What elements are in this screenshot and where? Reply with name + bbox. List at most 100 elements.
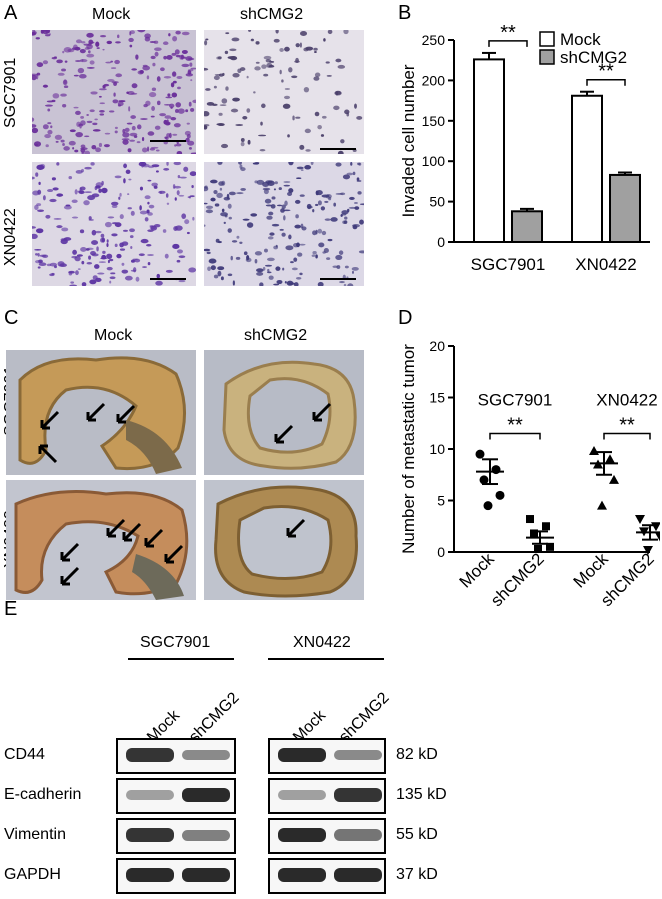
cell-line-underline — [128, 658, 234, 660]
y-tick-label: 250 — [422, 32, 446, 48]
data-point — [651, 522, 660, 532]
micrograph-cells — [204, 30, 363, 154]
scale-bar — [320, 278, 356, 280]
data-point — [530, 529, 538, 538]
legend-swatch — [539, 49, 555, 65]
blot-band — [126, 789, 174, 801]
molecular-weight-label: 55 kD — [396, 826, 438, 843]
panel-label-b: B — [398, 2, 412, 24]
arrow-icon — [38, 402, 136, 464]
micrograph-cells — [32, 30, 196, 154]
significance-bracket — [586, 78, 626, 86]
blot-strip — [268, 858, 386, 894]
blot-band — [126, 748, 174, 762]
blot-band — [278, 868, 326, 882]
x-tick-label: SGC7901 — [471, 255, 546, 274]
legend-label: Mock — [560, 30, 601, 49]
scale-bar — [150, 278, 186, 280]
data-point — [526, 515, 534, 524]
y-tick-label: 50 — [429, 194, 445, 210]
panel-a-row-xn0422: XN0422 — [2, 208, 19, 266]
data-point — [479, 475, 489, 485]
photo-xn0422-mock — [6, 480, 196, 600]
scale-bar — [320, 148, 356, 150]
y-tick-label: 5 — [437, 493, 445, 509]
blot-band — [182, 829, 230, 841]
significance-marker: ** — [619, 415, 635, 437]
significance-marker: ** — [500, 22, 516, 44]
y-axis-label: Invaded cell number — [399, 64, 418, 217]
panel-label-e: E — [4, 598, 18, 620]
data-point — [597, 500, 607, 510]
bar-xn0422-mock — [571, 94, 603, 243]
blot-band — [182, 868, 230, 882]
arrow-icon — [274, 402, 332, 444]
micrograph-sgc7901-shcmg2 — [204, 30, 364, 154]
blot-band — [334, 829, 382, 841]
protein-label: CD44 — [4, 746, 45, 763]
micrograph-sgc7901-mock — [32, 30, 196, 154]
molecular-weight-label: 37 kD — [396, 866, 438, 883]
y-axis-label: Number of metastatic tumor — [399, 344, 418, 554]
blot-band — [278, 789, 326, 801]
arrow-icon — [286, 518, 306, 538]
protein-label: Vimentin — [4, 826, 66, 843]
blot-band — [126, 828, 174, 842]
micrograph-xn0422-mock — [32, 162, 196, 286]
y-tick-label: 0 — [437, 544, 445, 560]
panel-c-col-mock: Mock — [94, 327, 133, 344]
data-point — [491, 465, 501, 475]
blot-strip — [268, 778, 386, 814]
protein-label: E-cadherin — [4, 786, 82, 803]
panel-label-a: A — [4, 2, 18, 24]
group-set-label: XN0422 — [596, 391, 657, 410]
cell-line-underline — [268, 658, 384, 660]
blot-band — [278, 828, 326, 842]
blot-band — [278, 748, 326, 762]
molecular-weight-label: 135 kD — [396, 786, 447, 803]
photo-sgc7901-mock — [6, 350, 196, 475]
micrograph-cells — [32, 162, 196, 286]
micrograph-cells — [204, 162, 364, 286]
panel-c-col-shcmg2: shCMG2 — [244, 327, 308, 344]
significance-marker: ** — [598, 61, 614, 83]
data-point — [589, 446, 599, 456]
arrow-icon — [60, 518, 184, 586]
x-tick-label: Mock — [570, 549, 613, 592]
data-point — [605, 454, 615, 464]
legend-label: shCMG2 — [560, 48, 627, 67]
blot-strip — [116, 818, 236, 854]
x-tick-label: shCMG2 — [487, 549, 548, 610]
data-point — [643, 545, 653, 555]
data-point — [609, 474, 619, 484]
blot-band — [334, 749, 382, 761]
scale-bar — [150, 140, 186, 142]
y-tick-label: 200 — [422, 72, 446, 88]
blot-strip — [268, 818, 386, 854]
panel-b-bar-chart: Invaded cell number 0 50 100 150 200 250 ** SGC7… — [399, 22, 650, 274]
panel-a-col-mock: Mock — [92, 6, 131, 23]
data-point — [475, 449, 485, 459]
data-point — [542, 522, 550, 531]
data-point — [495, 490, 505, 500]
y-tick-label: 20 — [429, 338, 445, 354]
data-point — [534, 544, 542, 553]
group-set-label: SGC7901 — [478, 391, 553, 410]
y-tick-label: 0 — [437, 234, 445, 250]
legend-swatch — [539, 31, 555, 47]
cell-line-label-sgc7901: SGC7901 — [140, 634, 211, 651]
x-tick-label: XN0422 — [575, 255, 636, 274]
blot-band — [334, 788, 382, 802]
panel-a-col-shcmg2: shCMG2 — [240, 6, 304, 23]
y-tick-label: 15 — [429, 390, 445, 406]
blot-strip — [116, 858, 236, 894]
photo-sgc7901-shcmg2 — [204, 350, 364, 475]
blot-strip — [116, 778, 236, 814]
significance-bracket — [603, 432, 651, 440]
blot-strip — [116, 738, 236, 774]
data-point — [655, 532, 660, 542]
cell-line-label-xn0422: XN0422 — [293, 634, 351, 651]
data-point — [635, 515, 645, 525]
blot-strip — [268, 738, 386, 774]
photo-xn0422-shcmg2 — [204, 480, 364, 600]
